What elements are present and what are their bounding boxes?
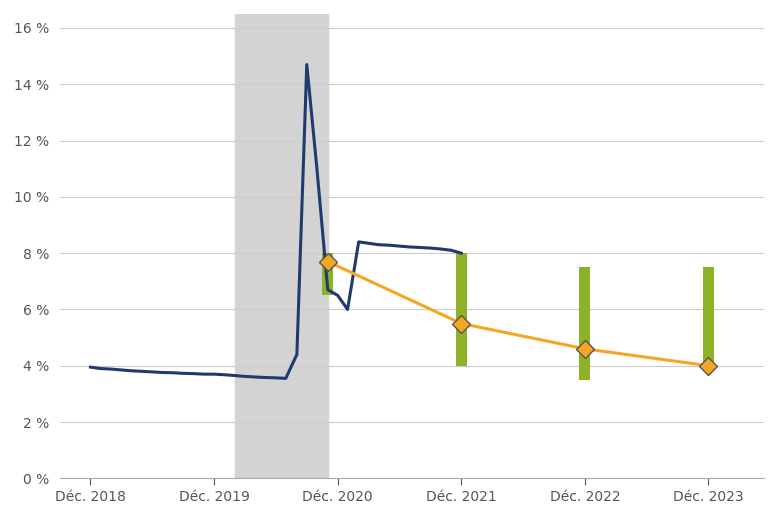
Bar xyxy=(235,14,328,478)
Bar xyxy=(580,267,591,380)
Bar xyxy=(456,253,467,366)
Bar xyxy=(703,267,714,371)
Bar xyxy=(322,253,333,295)
